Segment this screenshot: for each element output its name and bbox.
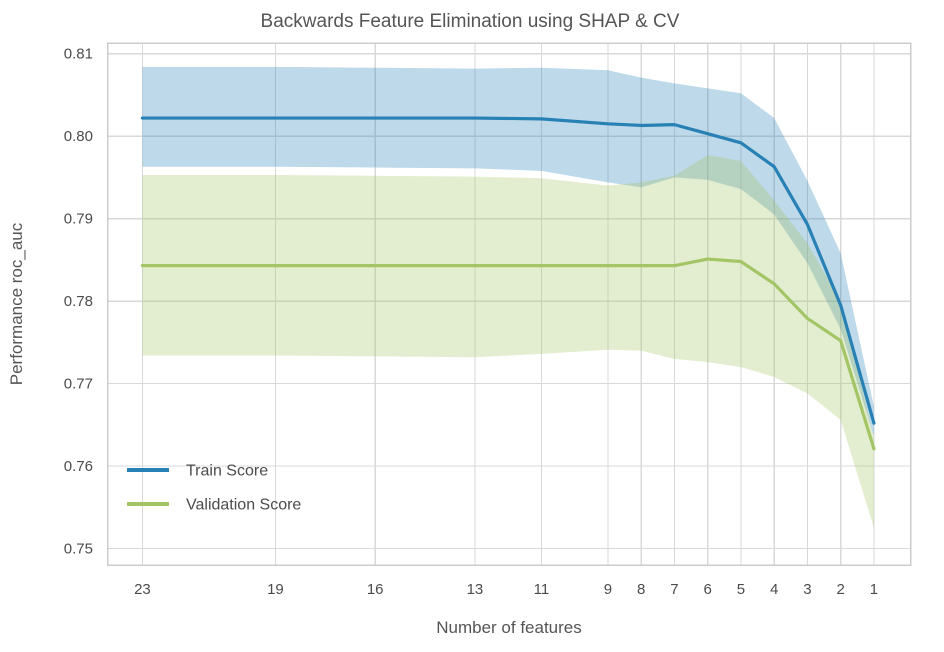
train-score-line: [140, 116, 876, 425]
y-tick-label: 0.80: [64, 128, 93, 145]
x-tick-label: 11: [534, 581, 550, 598]
x-tick-label: 23: [134, 581, 151, 598]
y-tick-label: 0.81: [64, 46, 93, 63]
train-confidence-band: [142, 66, 874, 437]
y-tick-label: 0.79: [64, 211, 93, 228]
legend-label-validation: Validation Score: [186, 497, 301, 514]
x-tick-label: 1: [870, 581, 878, 598]
x-tick-label: 4: [770, 581, 778, 598]
validation-confidence-band: [142, 155, 874, 528]
x-tick-label: 6: [703, 581, 711, 598]
x-tick-label: 9: [604, 581, 612, 598]
x-tick-label: 13: [467, 581, 484, 598]
y-tick-label: 0.77: [64, 376, 93, 393]
y-tick-label: 0.76: [64, 458, 93, 475]
y-tick-label: 0.75: [64, 541, 93, 558]
y-axis-label: Performance roc_auc: [7, 222, 26, 385]
x-tick-label: 19: [267, 581, 284, 598]
x-tick-label: 8: [637, 581, 645, 598]
x-axis-label: Number of features: [436, 618, 582, 637]
y-tick-label: 0.78: [64, 293, 93, 310]
chart-title: Backwards Feature Elimination using SHAP…: [261, 11, 680, 32]
x-tick-label: 3: [803, 581, 811, 598]
x-tick-label: 7: [670, 581, 678, 598]
x-tick-label: 16: [367, 581, 384, 598]
x-tick-label: 5: [737, 581, 745, 598]
validation-score-line: [140, 257, 876, 451]
plot-border: [106, 42, 912, 566]
x-tick-label: 2: [837, 581, 845, 598]
legend-label-train: Train Score: [186, 463, 268, 480]
